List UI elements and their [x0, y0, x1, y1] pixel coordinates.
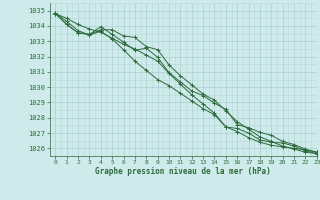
- X-axis label: Graphe pression niveau de la mer (hPa): Graphe pression niveau de la mer (hPa): [95, 167, 271, 176]
